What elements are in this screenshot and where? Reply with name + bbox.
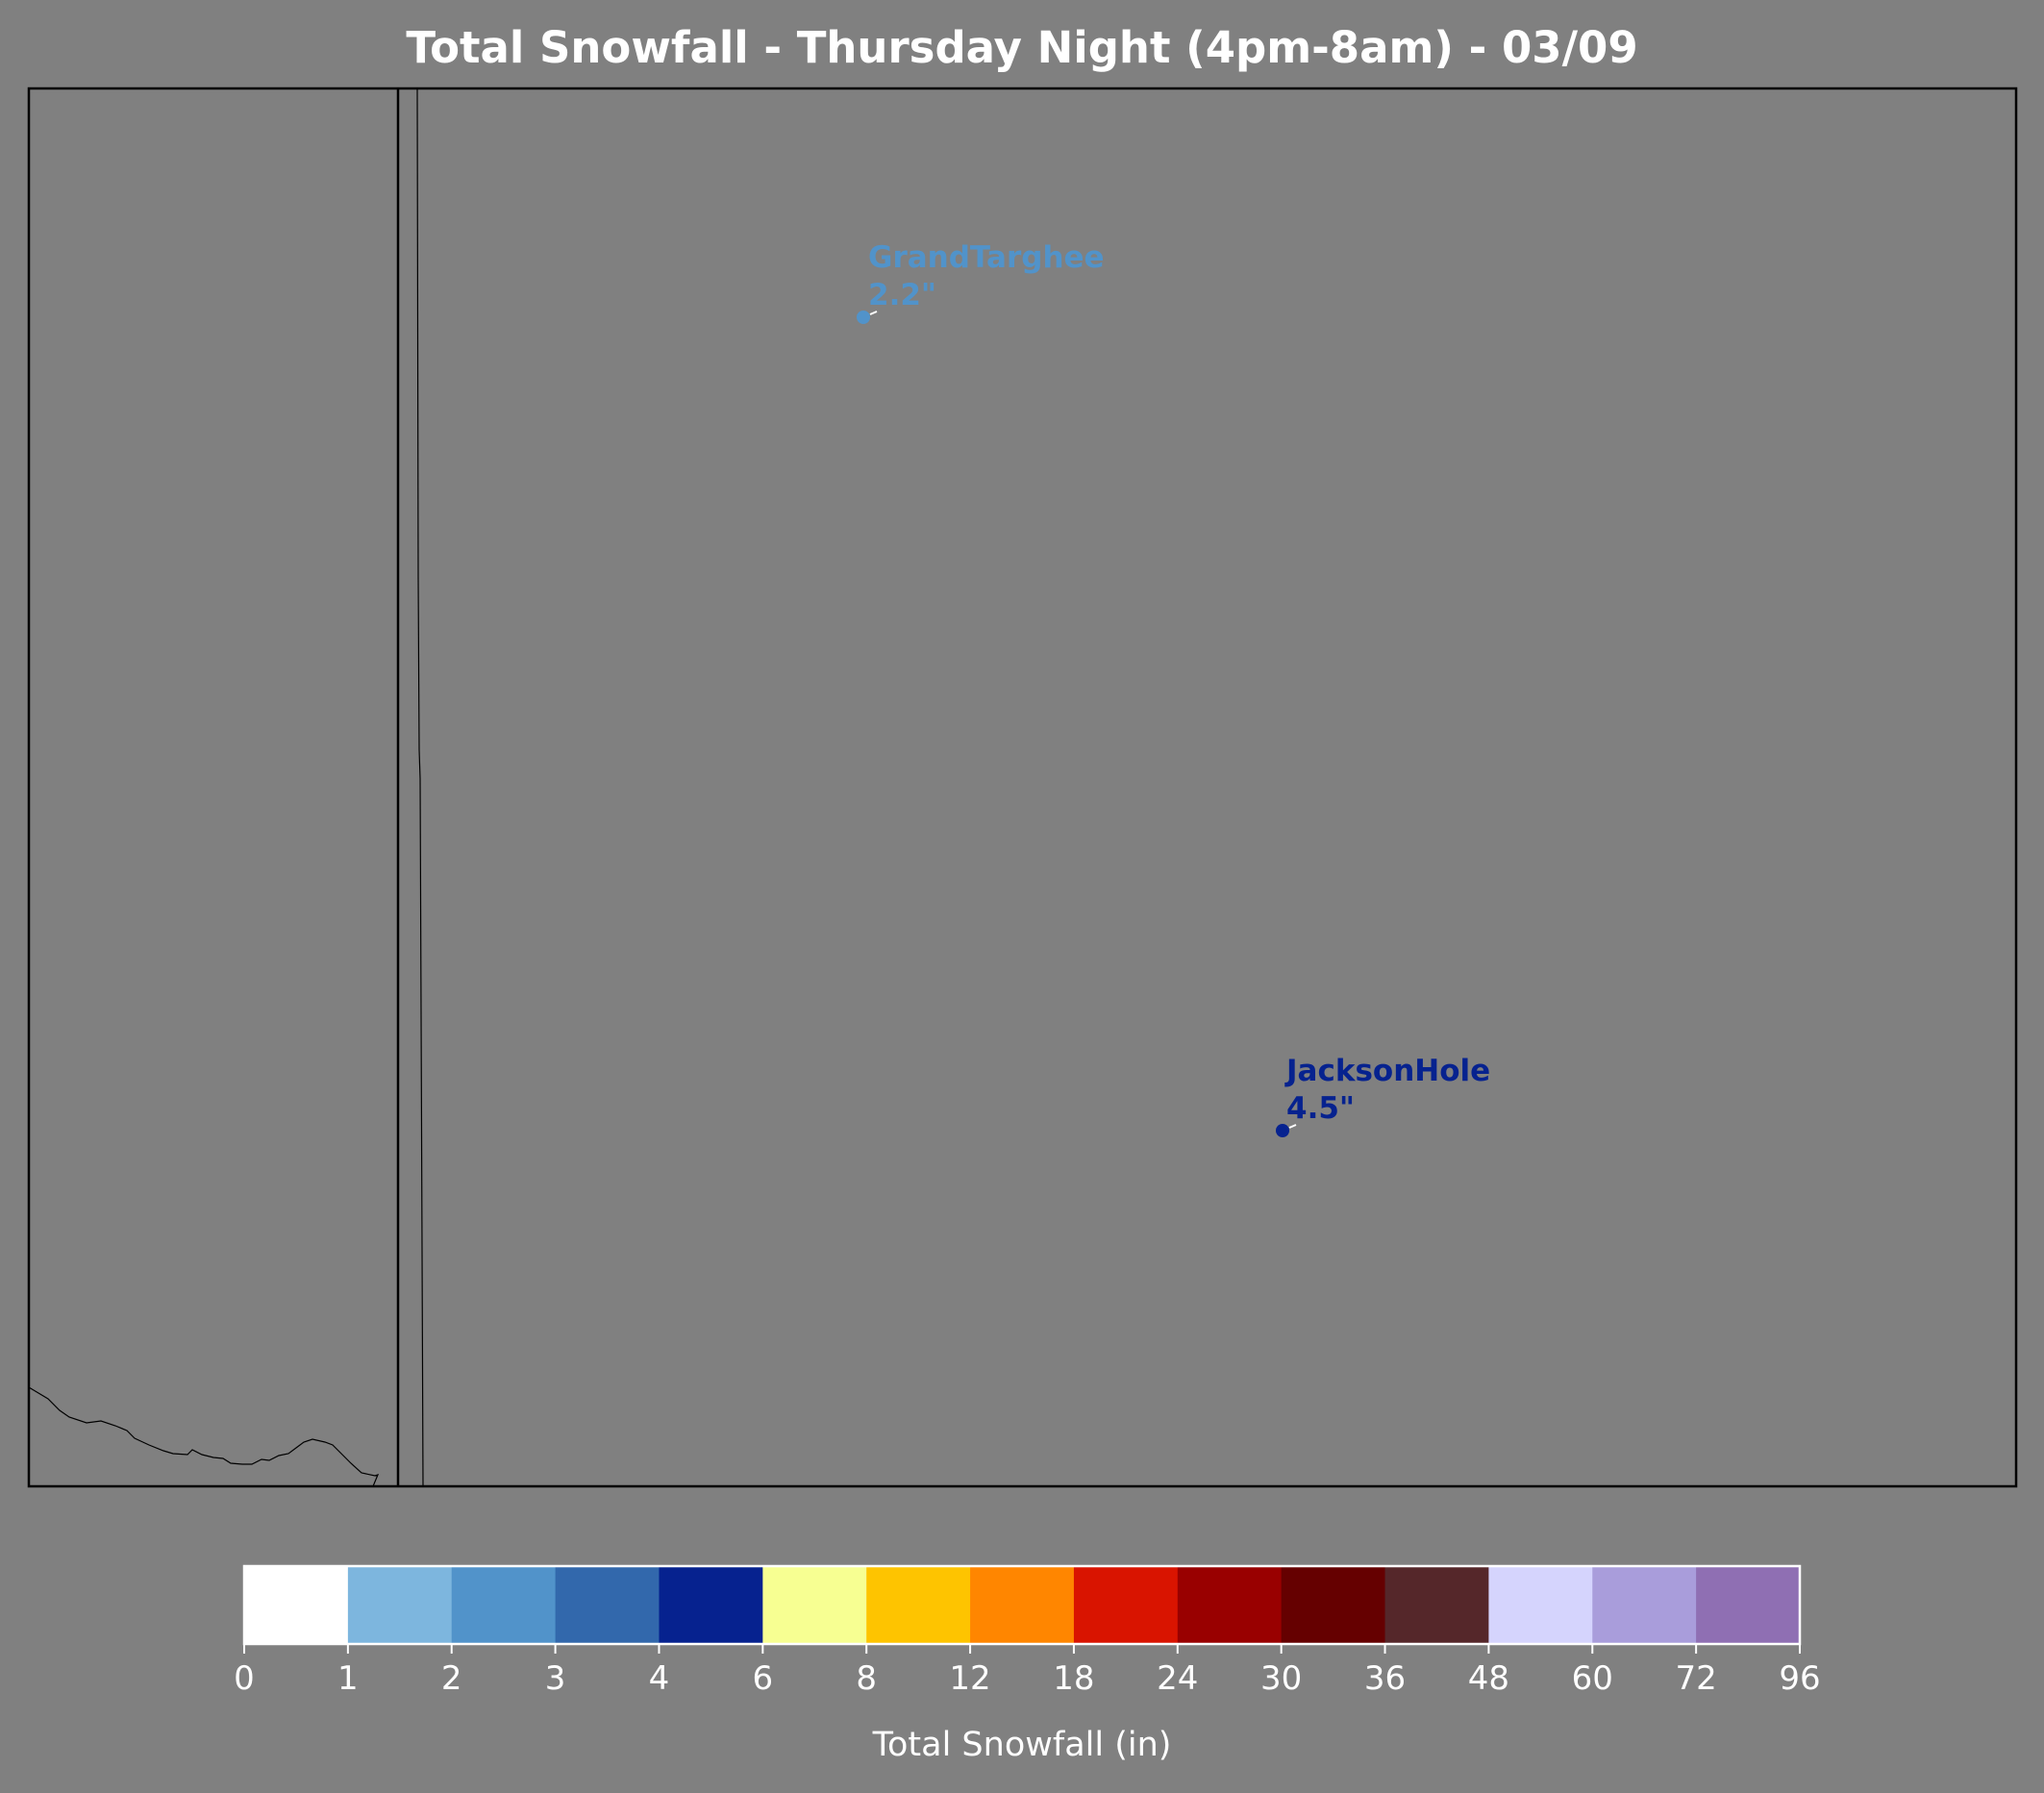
colorbar-swatch [347, 1566, 453, 1644]
colorbar-swatch [1073, 1566, 1179, 1644]
station-marker[interactable] [857, 311, 870, 324]
colorbar-tick-label: 18 [1053, 1659, 1094, 1698]
station-value-label: 2.2" [868, 278, 936, 312]
colorbar-swatch [659, 1566, 763, 1644]
colorbar-tick-label: 1 [337, 1659, 359, 1698]
station-label-leader [1288, 1124, 1297, 1129]
colorbar-swatch [244, 1566, 349, 1644]
station-label-leader [869, 311, 878, 315]
colorbar-tick-label: 36 [1364, 1659, 1406, 1698]
colorbar-tick-label: 2 [441, 1659, 462, 1698]
colorbar-tick-label: 8 [856, 1659, 877, 1698]
colorbar-tick-label: 12 [949, 1659, 990, 1698]
station-name-label: GrandTarghee [868, 240, 1105, 275]
colorbar-tick-label: 48 [1468, 1659, 1509, 1698]
colorbar-swatch [866, 1566, 971, 1644]
map-frame [27, 87, 2018, 1488]
colorbar-tick-label: 24 [1157, 1659, 1198, 1698]
colorbar-tick-label: 96 [1779, 1659, 1820, 1698]
colorbar-tick-label: 60 [1572, 1659, 1613, 1698]
colorbar-tick-label: 4 [649, 1659, 670, 1698]
colorbar-swatch [1488, 1566, 1593, 1644]
map-area [27, 87, 2018, 1488]
station-jackson-hole[interactable]: JacksonHole 4.5" [1276, 1054, 1490, 1137]
colorbar-swatch [1592, 1566, 1697, 1644]
station-grand-targhee[interactable]: GrandTarghee 2.2" [857, 240, 1105, 324]
colorbar-tick-label: 3 [545, 1659, 566, 1698]
colorbar-swatch [1384, 1566, 1489, 1644]
map-title: Total Snowfall - Thursday Night (4pm-8am… [406, 22, 1637, 73]
colorbar-legend: 0 1 2 3 4 6 8 12 18 24 30 36 48 60 72 96 [234, 1564, 1821, 1698]
colorbar-swatch [1177, 1566, 1283, 1644]
colorbar-swatch [555, 1566, 660, 1644]
colorbar-tick-label: 0 [234, 1659, 255, 1698]
colorbar-tick-label: 30 [1260, 1659, 1302, 1698]
station-name-label: JacksonHole [1284, 1054, 1490, 1088]
colorbar-tick-label: 6 [753, 1659, 774, 1698]
colorbar-swatch [451, 1566, 557, 1644]
colorbar-frame [242, 1564, 1802, 1646]
colorbar-tick-label: 72 [1676, 1659, 1717, 1698]
station-marker[interactable] [1276, 1124, 1289, 1137]
colorbar-label: Total Snowfall (in) [872, 1726, 1172, 1764]
colorbar-swatch [970, 1566, 1075, 1644]
colorbar-swatch [1696, 1566, 1801, 1644]
colorbar-swatch [762, 1566, 867, 1644]
station-value-label: 4.5" [1286, 1091, 1355, 1126]
colorbar-swatch [1281, 1566, 1386, 1644]
river-boundary-line [28, 1386, 380, 1487]
county-boundary-line [416, 87, 424, 1487]
